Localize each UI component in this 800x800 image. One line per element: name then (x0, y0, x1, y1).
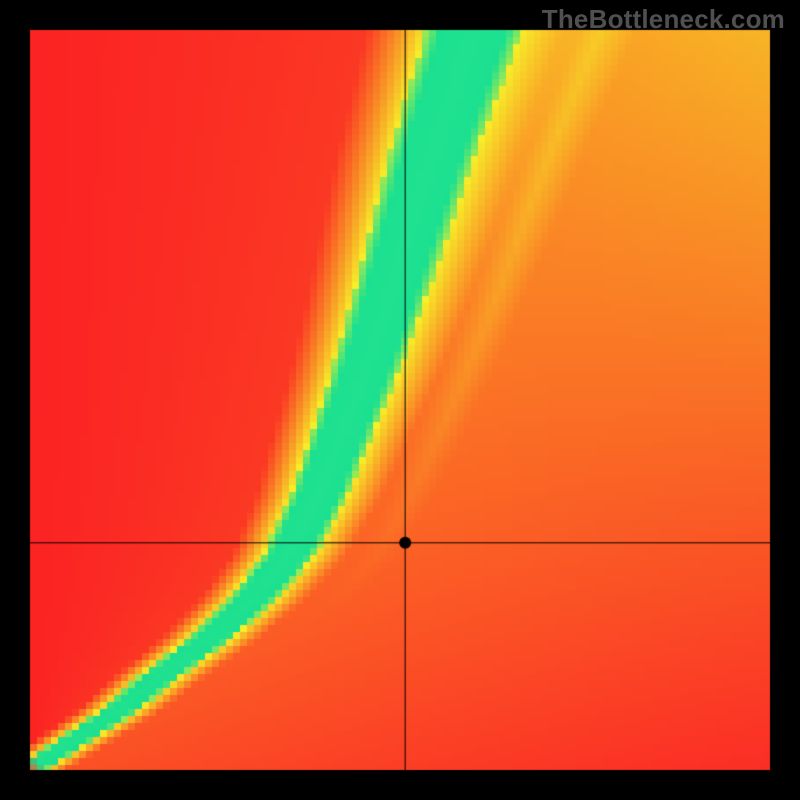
chart-container: TheBottleneck.com (0, 0, 800, 800)
heatmap-canvas (0, 0, 800, 800)
watermark-text: TheBottleneck.com (542, 4, 785, 35)
